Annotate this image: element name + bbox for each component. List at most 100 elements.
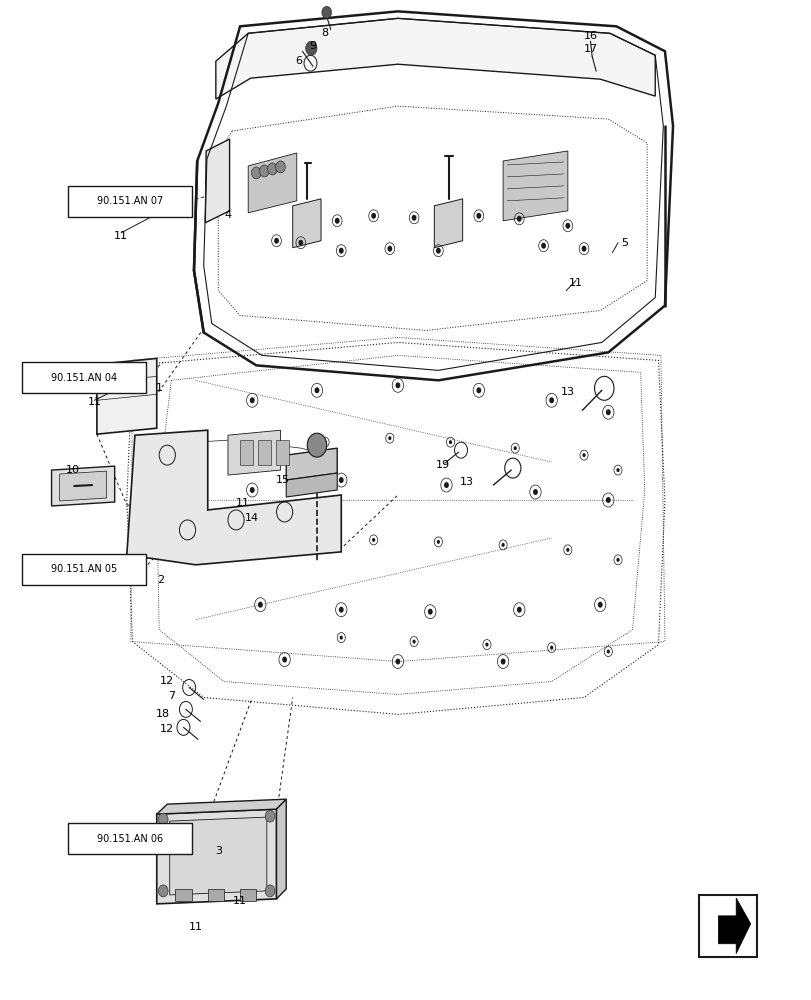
Polygon shape: [718, 898, 750, 954]
Circle shape: [268, 163, 277, 175]
Bar: [240, 889, 256, 901]
Circle shape: [265, 810, 275, 822]
Text: 90.151.AN 06: 90.151.AN 06: [97, 834, 163, 844]
FancyBboxPatch shape: [22, 362, 146, 393]
Text: 6: 6: [295, 56, 303, 66]
Circle shape: [260, 165, 269, 177]
Text: 9: 9: [309, 41, 316, 51]
Circle shape: [616, 468, 619, 472]
Text: 13: 13: [459, 477, 473, 487]
Circle shape: [606, 650, 609, 654]
Circle shape: [448, 440, 452, 444]
Circle shape: [513, 446, 517, 450]
Polygon shape: [51, 466, 114, 506]
Circle shape: [258, 602, 263, 608]
Text: 13: 13: [560, 387, 574, 397]
Text: 12: 12: [160, 676, 174, 686]
Circle shape: [548, 397, 553, 403]
Text: 11: 11: [235, 498, 249, 508]
Text: 3: 3: [214, 846, 221, 856]
Text: 19: 19: [435, 460, 449, 470]
Polygon shape: [59, 471, 106, 501]
Circle shape: [338, 477, 343, 483]
Circle shape: [371, 538, 375, 542]
Circle shape: [319, 536, 322, 540]
Circle shape: [427, 609, 432, 615]
Polygon shape: [503, 151, 567, 221]
FancyBboxPatch shape: [67, 186, 192, 217]
Circle shape: [338, 248, 343, 254]
Text: 4: 4: [224, 210, 231, 220]
Circle shape: [605, 497, 610, 503]
Bar: [175, 889, 191, 901]
Circle shape: [338, 607, 343, 613]
Text: 2: 2: [157, 575, 164, 585]
Polygon shape: [434, 199, 462, 248]
Polygon shape: [205, 139, 230, 223]
Polygon shape: [277, 799, 286, 899]
Bar: [258, 440, 271, 465]
Circle shape: [274, 238, 279, 244]
Circle shape: [444, 482, 448, 488]
Circle shape: [436, 540, 440, 544]
Circle shape: [501, 543, 504, 547]
FancyBboxPatch shape: [67, 823, 192, 854]
Text: 1: 1: [156, 383, 162, 393]
Text: 11: 11: [233, 896, 247, 906]
Circle shape: [485, 643, 488, 647]
Circle shape: [334, 218, 339, 224]
Bar: [240, 440, 253, 465]
Circle shape: [298, 240, 303, 246]
Circle shape: [158, 813, 168, 825]
Circle shape: [411, 215, 416, 221]
Circle shape: [371, 213, 375, 219]
Circle shape: [476, 213, 481, 219]
Polygon shape: [157, 809, 277, 904]
Circle shape: [282, 657, 287, 663]
Text: 7: 7: [168, 691, 174, 701]
Text: 11: 11: [188, 922, 203, 932]
Circle shape: [549, 646, 552, 650]
Circle shape: [581, 453, 585, 457]
Circle shape: [436, 248, 440, 254]
Circle shape: [158, 885, 168, 897]
Circle shape: [388, 436, 391, 440]
Circle shape: [251, 167, 261, 179]
Circle shape: [564, 223, 569, 229]
Polygon shape: [216, 18, 654, 99]
Text: 8: 8: [321, 28, 328, 38]
Circle shape: [581, 246, 586, 252]
Polygon shape: [97, 358, 157, 434]
Circle shape: [597, 602, 602, 608]
Text: 16: 16: [583, 31, 597, 41]
Polygon shape: [286, 448, 337, 480]
Text: 17: 17: [583, 44, 597, 54]
Text: 11: 11: [114, 231, 128, 241]
Polygon shape: [169, 817, 267, 895]
Circle shape: [476, 387, 481, 393]
Polygon shape: [286, 473, 337, 497]
Text: 18: 18: [156, 709, 170, 719]
Text: 10: 10: [66, 465, 79, 475]
Text: 15: 15: [276, 475, 290, 485]
Circle shape: [339, 636, 342, 640]
Text: 14: 14: [245, 513, 259, 523]
Polygon shape: [228, 430, 281, 475]
Circle shape: [517, 216, 521, 222]
Circle shape: [387, 246, 392, 252]
Circle shape: [500, 659, 505, 665]
Circle shape: [321, 6, 331, 18]
Circle shape: [517, 607, 521, 613]
Circle shape: [412, 640, 415, 644]
Polygon shape: [248, 153, 296, 213]
Circle shape: [250, 487, 255, 493]
Circle shape: [276, 161, 285, 173]
Circle shape: [314, 387, 319, 393]
Circle shape: [265, 885, 275, 897]
Circle shape: [605, 409, 610, 415]
Circle shape: [305, 41, 316, 55]
Text: 90.151.AN 04: 90.151.AN 04: [51, 373, 117, 383]
Circle shape: [540, 243, 545, 249]
FancyBboxPatch shape: [22, 554, 146, 585]
Text: 12: 12: [160, 724, 174, 734]
